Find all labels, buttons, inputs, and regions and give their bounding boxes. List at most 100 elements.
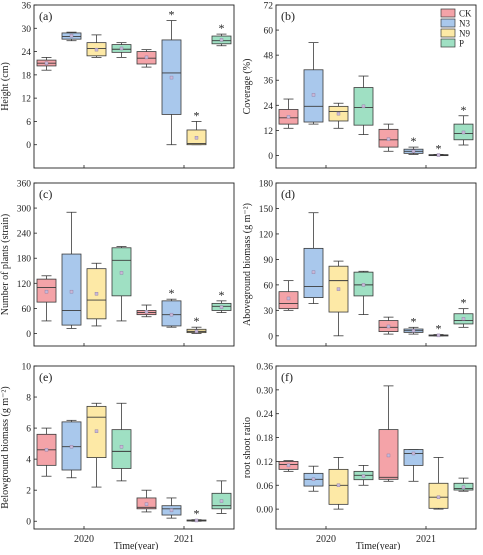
y-tick-label: 180 xyxy=(17,255,32,265)
significance-star: * xyxy=(194,507,200,521)
mean-marker xyxy=(119,445,124,449)
box-p-2021: * xyxy=(211,21,232,47)
legend-label: P xyxy=(459,39,464,49)
y-axis-label: Aboveground biomass (g m⁻²) xyxy=(242,203,253,326)
significance-star: * xyxy=(461,296,467,310)
y-tick-label: 240 xyxy=(17,230,32,240)
x-tick-label: 2020 xyxy=(316,534,336,545)
x-tick-label: 2020 xyxy=(74,534,94,545)
mean-marker xyxy=(461,317,466,321)
y-tick-label: 60 xyxy=(264,27,274,37)
box-n3-2021 xyxy=(403,449,424,482)
x-axis-label: Time(year) xyxy=(356,541,401,550)
mean-marker xyxy=(169,312,174,317)
x-tick-label: 2021 xyxy=(416,534,436,545)
mean-marker xyxy=(169,75,174,80)
box-p-2020 xyxy=(353,270,374,315)
box-ck-2020 xyxy=(278,460,299,472)
y-tick-label: 8 xyxy=(26,394,31,404)
y-axis-label: Coverage (%) xyxy=(242,59,253,115)
y-tick-label: 12 xyxy=(264,127,274,137)
box-n3-2020 xyxy=(303,465,324,492)
y-tick-label: 6 xyxy=(26,118,31,128)
y-tick-label: 0.24 xyxy=(256,410,273,420)
significance-star: * xyxy=(194,314,200,328)
plot-frame xyxy=(33,182,235,347)
plot-frame xyxy=(275,182,477,347)
box-ck-2020 xyxy=(36,275,57,322)
mean-marker xyxy=(336,287,341,291)
plot-frame xyxy=(33,365,235,530)
box-p-2021: * xyxy=(453,296,474,328)
mean-marker xyxy=(194,329,199,334)
legend-label: N3 xyxy=(459,19,470,29)
mean-marker xyxy=(119,46,124,51)
box-p-2020 xyxy=(111,402,132,482)
y-tick-label: 10 xyxy=(22,363,32,373)
mean-marker xyxy=(69,33,74,38)
box-ck-2020 xyxy=(278,280,299,311)
y-tick-label: 0.30 xyxy=(256,386,273,396)
y-tick-label: 24 xyxy=(264,102,274,112)
mean-marker xyxy=(194,136,199,140)
mean-marker xyxy=(94,292,99,296)
y-tick-label: 24 xyxy=(22,48,32,58)
mean-marker xyxy=(286,296,291,301)
box-body xyxy=(111,429,132,469)
chart-panel: 0.00 0.06 0.12 0.18 0.24 0.30 0.36 (f) root shoo… xyxy=(242,363,477,552)
y-tick-label: 150 xyxy=(259,205,274,215)
mean-marker xyxy=(144,310,149,314)
chart-panel: 0 30 60 90 120 150 180 (d) Aboveground biomass (… xyxy=(242,180,477,347)
box-n9-2020 xyxy=(86,262,107,327)
y-tick-label: 0.00 xyxy=(256,506,273,516)
y-tick-label: 72 xyxy=(264,2,274,12)
y-axis-label: Height (cm) xyxy=(0,62,11,111)
box-n3-2021: * xyxy=(161,286,182,328)
box-n3-2020 xyxy=(303,212,324,304)
mean-marker xyxy=(44,289,49,294)
x-tick-label: 2021 xyxy=(174,534,194,545)
box-n9-2020 xyxy=(328,102,349,129)
y-tick-label: 0.18 xyxy=(256,434,273,444)
box-n9-2021: * xyxy=(186,314,207,334)
y-tick-label: 6 xyxy=(26,425,31,435)
chart-panel: 0 60 120 180 240 300 360 (c) Number of plants (s… xyxy=(0,180,235,347)
box-ck-2020 xyxy=(278,98,299,129)
significance-star: * xyxy=(194,108,200,122)
chart-panel: 0 12 24 36 48 60 72 (b) Coverage (%) * * * xyxy=(242,2,477,169)
box-p-2020 xyxy=(353,464,374,486)
box-n3-2020 xyxy=(61,31,82,42)
box-ck-2021 xyxy=(136,49,157,68)
box-ck-2021 xyxy=(136,489,157,513)
y-tick-label: 2 xyxy=(26,487,31,497)
panel-label: (f) xyxy=(281,370,293,384)
chart-panel: 0 2 4 6 8 10 (e) Belowground biomass (g m⁻²) * 20… xyxy=(0,363,235,552)
y-tick-label: 0 xyxy=(268,152,273,162)
y-axis-label: root shoot ratio xyxy=(242,417,253,478)
y-tick-label: 0.06 xyxy=(256,482,273,492)
box-n3-2020 xyxy=(303,42,324,125)
plot-frame xyxy=(275,365,477,530)
box-ck-2020 xyxy=(36,56,57,71)
mean-marker xyxy=(94,429,99,433)
mean-marker xyxy=(69,445,74,449)
box-n9-2021: * xyxy=(428,322,449,338)
box-p-2021 xyxy=(453,477,474,492)
box-p-2021: * xyxy=(211,288,232,313)
y-tick-label: 90 xyxy=(264,256,274,266)
mean-marker xyxy=(311,477,316,482)
y-tick-label: 30 xyxy=(22,25,32,35)
box-p-2020 xyxy=(111,42,132,58)
significance-star: * xyxy=(219,288,225,302)
box-n9-2021: * xyxy=(428,141,449,157)
mean-marker xyxy=(411,149,416,153)
mean-marker xyxy=(286,115,291,119)
y-axis-label: Belowground biomass (g m⁻²) xyxy=(0,386,11,508)
box-n3-2021: * xyxy=(161,8,182,146)
significance-star: * xyxy=(169,286,175,300)
legend-swatch xyxy=(440,28,456,38)
panel-label: (c) xyxy=(39,187,52,201)
y-tick-label: 60 xyxy=(264,281,274,291)
significance-star: * xyxy=(436,322,442,336)
